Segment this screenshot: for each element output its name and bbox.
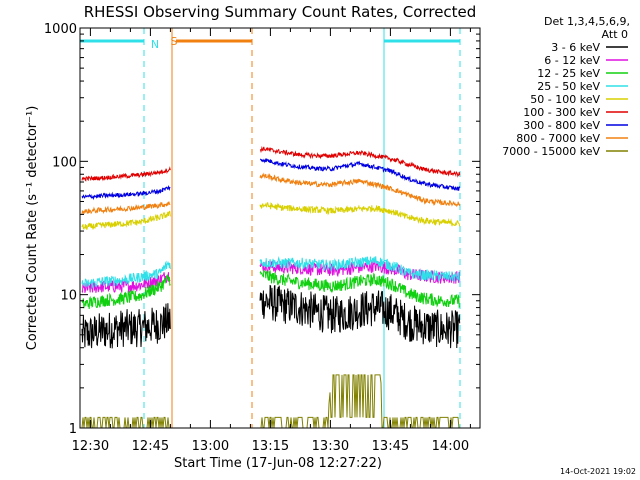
series-12-25-keV-line	[81, 273, 171, 310]
y-tick-label: 10	[60, 289, 77, 304]
x-tick-label: 12:30	[72, 439, 109, 454]
series-300-800-keV-line	[260, 158, 461, 191]
series-25-50-keV-line	[81, 260, 171, 290]
series-25-50-keV-line	[259, 256, 461, 282]
legend-entry-label: 6 - 12 keV	[544, 54, 600, 67]
series-7000-15000-keV-line	[81, 416, 170, 429]
plot-frame	[79, 27, 481, 429]
legend-entry-label: 50 - 100 keV	[530, 93, 600, 106]
legend-entry-label: 300 - 800 keV	[523, 119, 600, 132]
interval-markers	[79, 28, 461, 428]
y-axis-ticks: 1 10 100 1000	[44, 22, 480, 437]
series-800-7000-keV-line	[259, 172, 461, 208]
x-axis-ticks: 12:30 12:45 13:00 13:15 13:30 13:45 14:00	[72, 28, 471, 454]
series-100-300-keV-line	[81, 166, 171, 182]
legend-entry-label: 25 - 50 keV	[537, 80, 600, 93]
y-axis-label: Corrected Count Rate (s⁻¹ detector⁻¹)	[25, 106, 40, 351]
data-series	[81, 145, 461, 429]
series-3-6-keV-line	[81, 303, 171, 349]
x-tick-label: 13:15	[252, 439, 289, 454]
x-tick-label: 14:00	[432, 439, 469, 454]
series-12-25-keV-line	[259, 269, 461, 309]
series-800-7000-keV-line	[81, 201, 171, 215]
x-tick-label: 13:45	[372, 439, 409, 454]
legend-entry-label: 800 - 7000 keV	[516, 132, 600, 145]
legend-entry-label: 100 - 300 keV	[523, 106, 600, 119]
legend-entry-label: 7000 - 15000 keV	[502, 145, 600, 158]
plot-area: 12:30 12:45 13:00 13:15 13:30 13:45 14:00 1101…	[44, 22, 481, 454]
legend-entry-label: 12 - 25 keV	[537, 67, 600, 80]
footer-timestamp: 14-Oct-2021 19:02	[560, 467, 636, 476]
legend-entry-label: 3 - 6 keV	[551, 41, 600, 54]
x-tick-label: 13:00	[192, 439, 229, 454]
series-50-100-keV-line	[81, 210, 171, 231]
series-6-12-keV-line	[81, 272, 171, 294]
series-6-12-keV-line	[259, 259, 461, 284]
chart-title: RHESSI Observing Summary Count Rates, Co…	[84, 3, 477, 21]
x-tick-label: 12:45	[132, 439, 169, 454]
x-axis-label: Start Time (17-Jun-08 12:27:22)	[174, 456, 382, 471]
night-annotation: N	[151, 38, 159, 51]
series-7000-15000-keV-line	[260, 374, 460, 429]
series-300-800-keV-line	[81, 184, 171, 201]
y-tick-label: 100	[52, 155, 77, 170]
x-tick-label: 13:30	[312, 439, 349, 454]
series-50-100-keV-line	[259, 201, 461, 227]
y-tick-label: 1	[69, 422, 77, 437]
series-100-300-keV-line	[260, 145, 461, 178]
legend-header-line-2: Att 0	[602, 28, 628, 41]
saa-annotation: S	[171, 35, 178, 48]
legend-header-line-1: Det 1,3,4,5,6,9,	[544, 15, 630, 28]
y-tick-label: 1000	[44, 22, 77, 37]
series-3-6-keV-line	[259, 284, 461, 349]
